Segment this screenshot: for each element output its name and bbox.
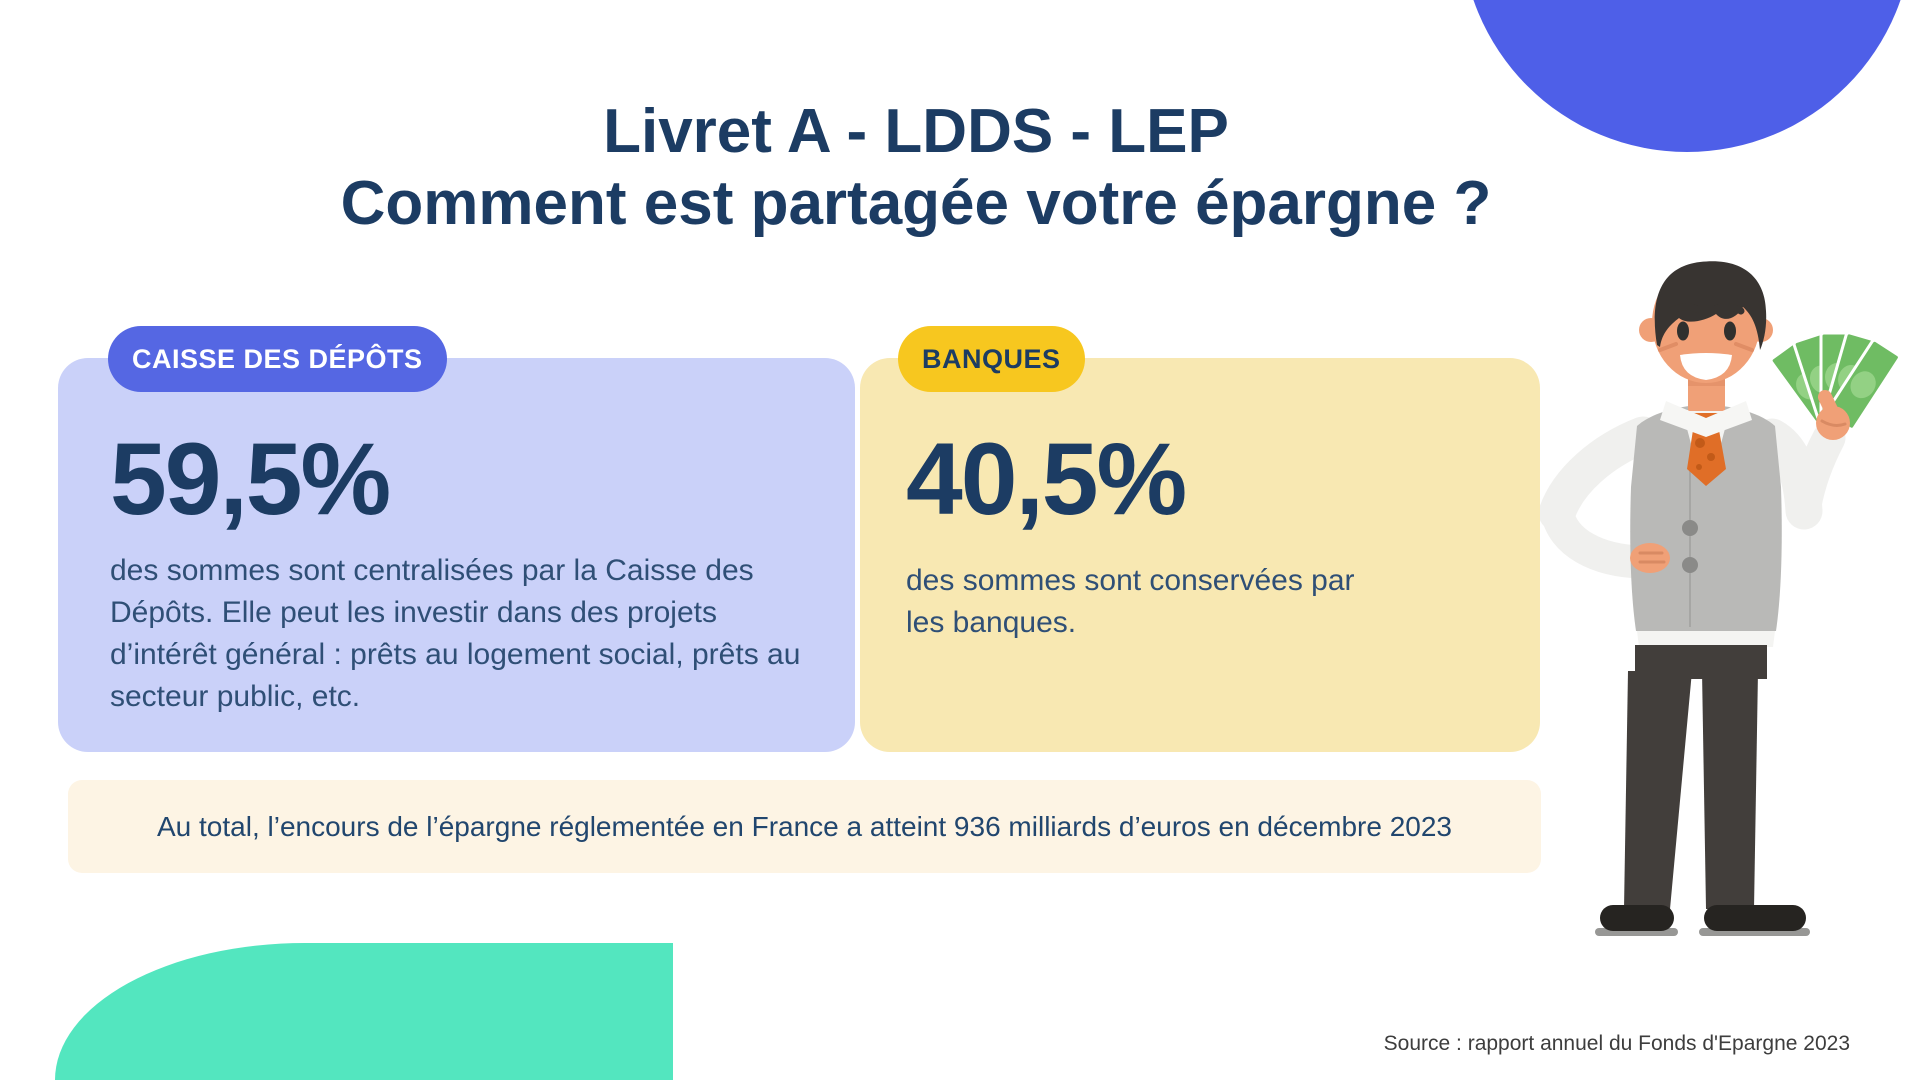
caisse-des-depots-badge: CAISSE DES DÉPÔTS [108,326,447,392]
source-note: Source : rapport annuel du Fonds d'Eparg… [1383,1032,1850,1055]
banques-badge: BANQUES [898,326,1085,392]
banques-card: BANQUES 40,5% des sommes sont conservées… [860,326,1540,752]
bottom-left-rounded-decoration [55,943,673,1080]
total-summary-text: Au total, l’encours de l’épargne régleme… [157,811,1452,842]
caisse-des-depots-card: CAISSE DES DÉPÔTS 59,5% des sommes sont … [58,326,855,752]
businessman-illustration [1540,255,1915,940]
banques-description: des sommes sont conservées par les banqu… [906,564,1355,639]
title-line-1: Livret A - LDDS - LEP [603,97,1229,166]
businessman-svg [1540,261,1901,936]
page-title: Livret A - LDDS - LEP Comment est partag… [0,96,1832,240]
caisse-description: des sommes sont centralisées par la Cais… [110,554,801,713]
total-summary-banner: Au total, l’encours de l’épargne régleme… [68,780,1541,873]
caisse-percentage: 59,5% [110,422,391,536]
banques-percentage: 40,5% [906,422,1187,536]
title-line-2: Comment est partagée votre épargne ? [340,169,1492,238]
